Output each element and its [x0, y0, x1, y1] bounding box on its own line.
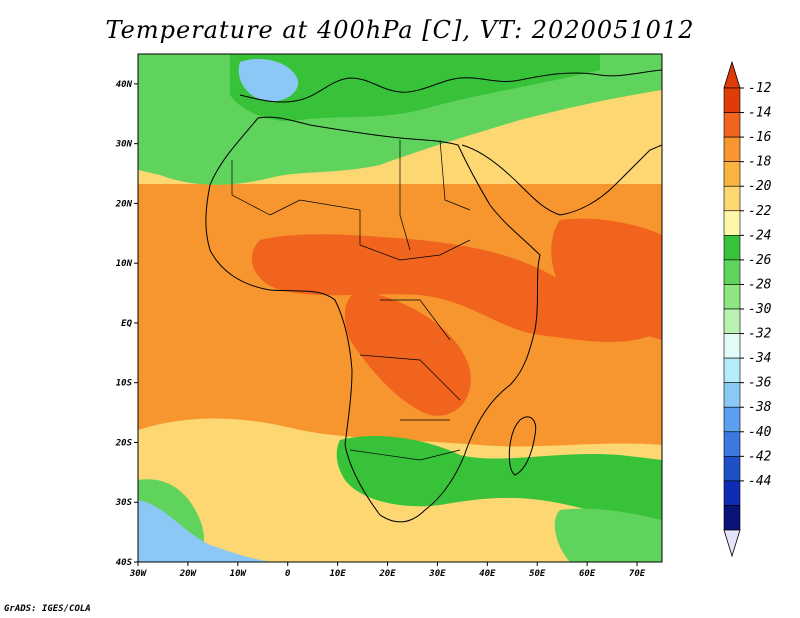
lon-tick-label: 30W: [129, 569, 148, 579]
colorbar-tick-label: -12: [748, 81, 772, 96]
field-south-cold: [138, 500, 280, 562]
colorbar-swatch: [723, 284, 741, 310]
africa-coastline: [205, 116, 541, 523]
arabia-coastline: [461, 144, 662, 216]
lon-tick-label: 70E: [629, 569, 646, 579]
colorbar-swatch: [723, 235, 741, 261]
field-hot-band: [251, 234, 662, 342]
colorbar-tick-label: -20: [748, 179, 772, 194]
colorbar-swatch: [723, 185, 741, 212]
lat-tick-label: 30N: [115, 140, 133, 150]
lon-tick-label: 40E: [479, 569, 496, 579]
lat-tick-label: 30S: [115, 498, 133, 508]
colorbar-swatch: [723, 161, 741, 187]
lat-tick-label: 10S: [116, 379, 133, 389]
lat-tick-label: EQ: [121, 319, 132, 329]
colorbar-swatch: [723, 406, 741, 433]
colorbar-tick-label: -30: [748, 302, 772, 317]
colorbar-swatch: [723, 136, 741, 162]
colorbar-tick-label: -18: [748, 155, 772, 170]
colorbar-swatch: [723, 87, 741, 113]
lat-tick-label: 10N: [116, 259, 133, 269]
colorbar-swatch: [723, 112, 741, 138]
latitude-ticks: 40N 30N 20N 10N EQ 10S 20S 30S 40S: [115, 80, 138, 568]
lon-tick-label: 10W: [230, 569, 248, 579]
lon-tick-label: 20E: [378, 569, 396, 579]
field-north-cold-spot: [238, 59, 299, 102]
colorbar-tick-label: -28: [748, 277, 772, 292]
colorbar-swatch: [723, 210, 741, 236]
lat-tick-label: 40N: [116, 80, 133, 90]
colorbar-swatch: [723, 382, 741, 408]
lat-tick-label: 20N: [115, 199, 133, 209]
madagascar-coastline: [508, 416, 537, 476]
colorbar-tick-label: -24: [748, 228, 771, 243]
longitude-ticks: 30W 20W 10W 0 10E 20E 30E 40E 50E 60E 70E: [129, 562, 646, 579]
lon-tick-label: 10E: [329, 569, 346, 579]
map-title: Temperature at 400hPa [C], VT: 202005101…: [105, 16, 695, 44]
lat-tick-label: 20S: [115, 438, 133, 448]
colorbar-tick-label: -36: [748, 376, 772, 391]
lat-tick-label: 40S: [116, 558, 133, 568]
field-south-cold-east: [554, 508, 662, 562]
colorbar-swatch: [723, 505, 741, 531]
colorbar-tick-label: -16: [748, 130, 772, 145]
colorbar-swatch: [723, 431, 741, 457]
colorbar: -12 -14 -16 -18 -20 -22 -24 -26 -28 -30 -32 -34 -36 -…: [723, 60, 772, 558]
field-hot-interior: [344, 290, 471, 416]
colorbar-swatch: [723, 357, 741, 383]
colorbar-swatch: [723, 480, 741, 506]
credit-text: GrADS: IGES/COLA: [4, 604, 91, 614]
lon-tick-label: 50E: [529, 569, 546, 579]
colorbar-swatch: [723, 308, 741, 334]
map-frame: [137, 53, 663, 563]
field-north-green-2: [230, 54, 600, 121]
colorbar-swatch: [723, 259, 741, 285]
country-borders: [231, 139, 471, 461]
colorbar-tick-label: -44: [748, 474, 771, 489]
colorbar-tick-label: -22: [748, 204, 772, 219]
colorbar-tick-label: -26: [748, 253, 772, 268]
lon-tick-label: 20W: [179, 569, 198, 579]
map-area: [138, 54, 662, 562]
colorbar-tick-label: -38: [748, 400, 772, 415]
colorbar-tick-label: -32: [748, 327, 772, 342]
colorbar-bottom-arrow: [723, 529, 741, 558]
lon-tick-label: 30E: [428, 569, 446, 579]
europe-coastline: [239, 69, 662, 103]
colorbar-tick-label: -34: [748, 351, 771, 366]
colorbar-tick-label: -42: [748, 449, 772, 464]
colorbar-swatch: [723, 333, 741, 359]
colorbar-top-arrow: [723, 60, 741, 89]
field-hot-band-2: [551, 218, 662, 340]
lon-tick-label: 0: [285, 569, 291, 579]
lon-tick-label: 60E: [579, 569, 596, 579]
colorbar-swatch: [723, 456, 741, 482]
colorbar-tick-label: -40: [748, 425, 772, 440]
colorbar-tick-label: -14: [748, 106, 771, 121]
